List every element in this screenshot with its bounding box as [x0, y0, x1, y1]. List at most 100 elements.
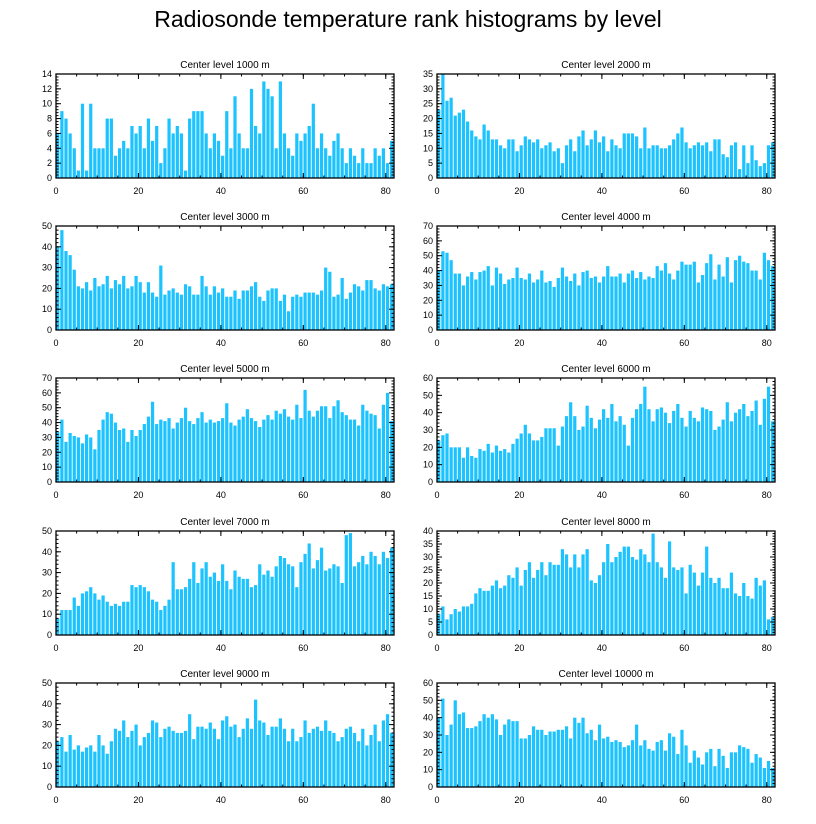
histogram-bar	[461, 712, 466, 787]
histogram-bar	[585, 145, 589, 178]
histogram-bar	[183, 284, 188, 330]
histogram-bar	[179, 418, 184, 482]
histogram-bar	[453, 273, 457, 330]
histogram-bar	[667, 273, 672, 330]
histogram-bar	[113, 280, 118, 330]
histogram-panel: Center level 2000 m 0 5 10 15 20 25 30 35 0 20 40 60…	[423, 60, 776, 196]
histogram-bar	[659, 567, 663, 635]
histogram-bar	[56, 133, 60, 178]
histogram-bar	[449, 447, 453, 482]
histogram-bar	[635, 136, 639, 178]
histogram-bar	[573, 151, 577, 178]
histogram-bar	[270, 576, 274, 635]
histogram-bar	[614, 276, 618, 330]
histogram-bar	[709, 151, 713, 178]
histogram-bar	[311, 416, 315, 482]
histogram-bar	[216, 580, 221, 635]
histogram-bar	[692, 261, 696, 330]
histogram-bar	[589, 139, 593, 178]
histogram-bar	[490, 139, 494, 178]
histogram-bar	[449, 260, 453, 330]
histogram-bar	[762, 252, 766, 330]
histogram-bar	[713, 583, 717, 635]
histogram-bar	[540, 562, 544, 635]
histogram-bar	[274, 410, 278, 482]
histogram-bar	[725, 402, 729, 482]
histogram-bar	[319, 547, 324, 635]
histogram-bar	[585, 270, 589, 330]
histogram-bar	[56, 431, 60, 482]
histogram-bar	[659, 148, 663, 178]
histogram-bar	[614, 740, 618, 787]
histogram-bar	[237, 133, 241, 178]
histogram-bar	[258, 564, 262, 635]
y-tick-label: 0	[428, 173, 433, 183]
histogram-bar	[241, 416, 245, 482]
y-tick-label: 20	[42, 740, 52, 750]
histogram-bar	[361, 728, 365, 787]
y-tick-label: 30	[42, 432, 52, 442]
histogram-bar	[630, 740, 635, 787]
histogram-bar	[709, 748, 713, 787]
y-tick-label: 50	[423, 390, 433, 400]
histogram-bar	[552, 564, 556, 635]
histogram-bar	[319, 290, 324, 330]
histogram-bar	[597, 575, 602, 635]
histogram-bar	[377, 564, 381, 635]
histogram-bar	[270, 726, 274, 787]
histogram-bar	[142, 587, 146, 635]
histogram-bar	[581, 426, 585, 482]
histogram-bar	[725, 588, 729, 635]
histogram-bar	[212, 728, 216, 787]
histogram-bar	[212, 572, 216, 635]
y-tick-label: 30	[42, 263, 52, 273]
histogram-bar	[319, 730, 324, 787]
x-tick-label: 80	[381, 186, 391, 196]
histogram-bar	[655, 145, 659, 178]
histogram-bar	[540, 148, 544, 178]
histogram-bar	[494, 139, 499, 178]
y-tick-label: 40	[42, 547, 52, 557]
histogram-bar	[303, 720, 307, 787]
histogram-bar	[721, 276, 725, 330]
histogram-bar	[577, 430, 581, 482]
histogram-bar	[560, 549, 565, 635]
histogram-bar	[249, 286, 254, 330]
histogram-bar	[622, 133, 626, 178]
histogram-bar	[527, 735, 532, 787]
histogram-bar	[311, 728, 315, 787]
panel-title: Center level 6000 m	[561, 364, 651, 375]
histogram-bar	[651, 278, 655, 330]
histogram-bar	[597, 419, 602, 482]
histogram-bar	[573, 554, 577, 635]
histogram-bar	[80, 103, 85, 178]
histogram-bar	[340, 583, 344, 635]
histogram-bar	[498, 273, 503, 330]
histogram-bar	[105, 753, 109, 787]
histogram-bar	[688, 564, 692, 635]
histogram-bar	[262, 722, 266, 787]
x-tick-label: 0	[434, 186, 439, 196]
histogram-bar	[68, 735, 72, 787]
histogram-bar	[453, 447, 457, 482]
histogram-bar	[766, 386, 771, 482]
histogram-bar	[531, 142, 536, 178]
histogram-bar	[548, 142, 552, 178]
y-tick-label: 25	[423, 565, 433, 575]
histogram-bar	[523, 279, 527, 330]
histogram-bar	[733, 142, 738, 178]
histogram-bar	[109, 741, 113, 787]
histogram-bar	[498, 145, 503, 178]
histogram-bar	[494, 445, 499, 482]
y-tick-label: 20	[423, 747, 433, 757]
y-tick-label: 0	[47, 325, 52, 335]
histogram-bar	[324, 267, 328, 330]
histogram-bar	[390, 284, 394, 330]
histogram-bar	[705, 546, 709, 635]
histogram-bar	[758, 279, 762, 330]
histogram-bar	[729, 282, 734, 330]
histogram-bar	[511, 278, 515, 330]
y-tick-label: 50	[42, 678, 52, 688]
histogram-bar	[569, 280, 573, 330]
histogram-bar	[332, 732, 336, 787]
